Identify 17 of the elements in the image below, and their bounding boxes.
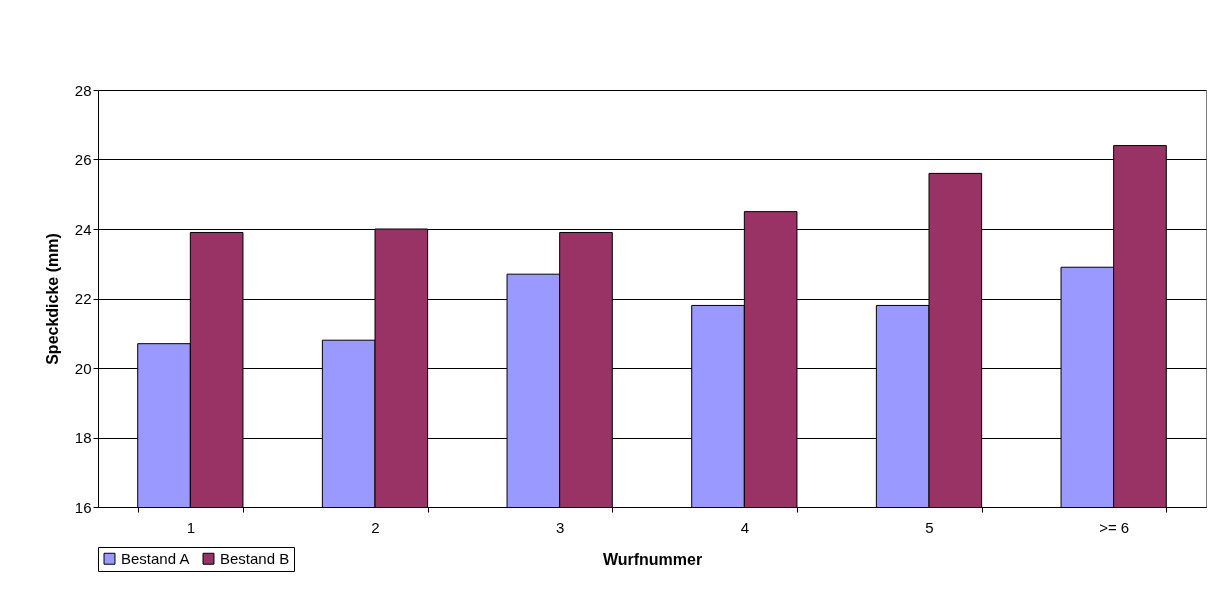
x-tick-label: >= 6 (1099, 518, 1130, 536)
x-tick-label: 1 (186, 518, 196, 536)
legend-label: Bestand A (121, 549, 190, 567)
y-tick-label: 20 (74, 359, 92, 377)
y-tick-label: 16 (74, 498, 92, 516)
x-axis-title: Wurfnummer (602, 550, 703, 568)
y-tick-label: 26 (74, 151, 92, 168)
y-tick-label: 18 (74, 429, 92, 446)
y-axis-title: Speckdicke (mm) (43, 233, 61, 365)
y-tick-label: 24 (74, 220, 92, 238)
y-tick-label: 22 (74, 290, 92, 307)
x-tick-label: 4 (740, 518, 750, 536)
y-tick-label: 28 (74, 81, 92, 99)
x-tick-label: 3 (555, 518, 565, 536)
x-tick-label: 5 (925, 518, 934, 536)
x-tick-label: 2 (371, 518, 380, 536)
legend-label: Bestand B (220, 549, 290, 567)
